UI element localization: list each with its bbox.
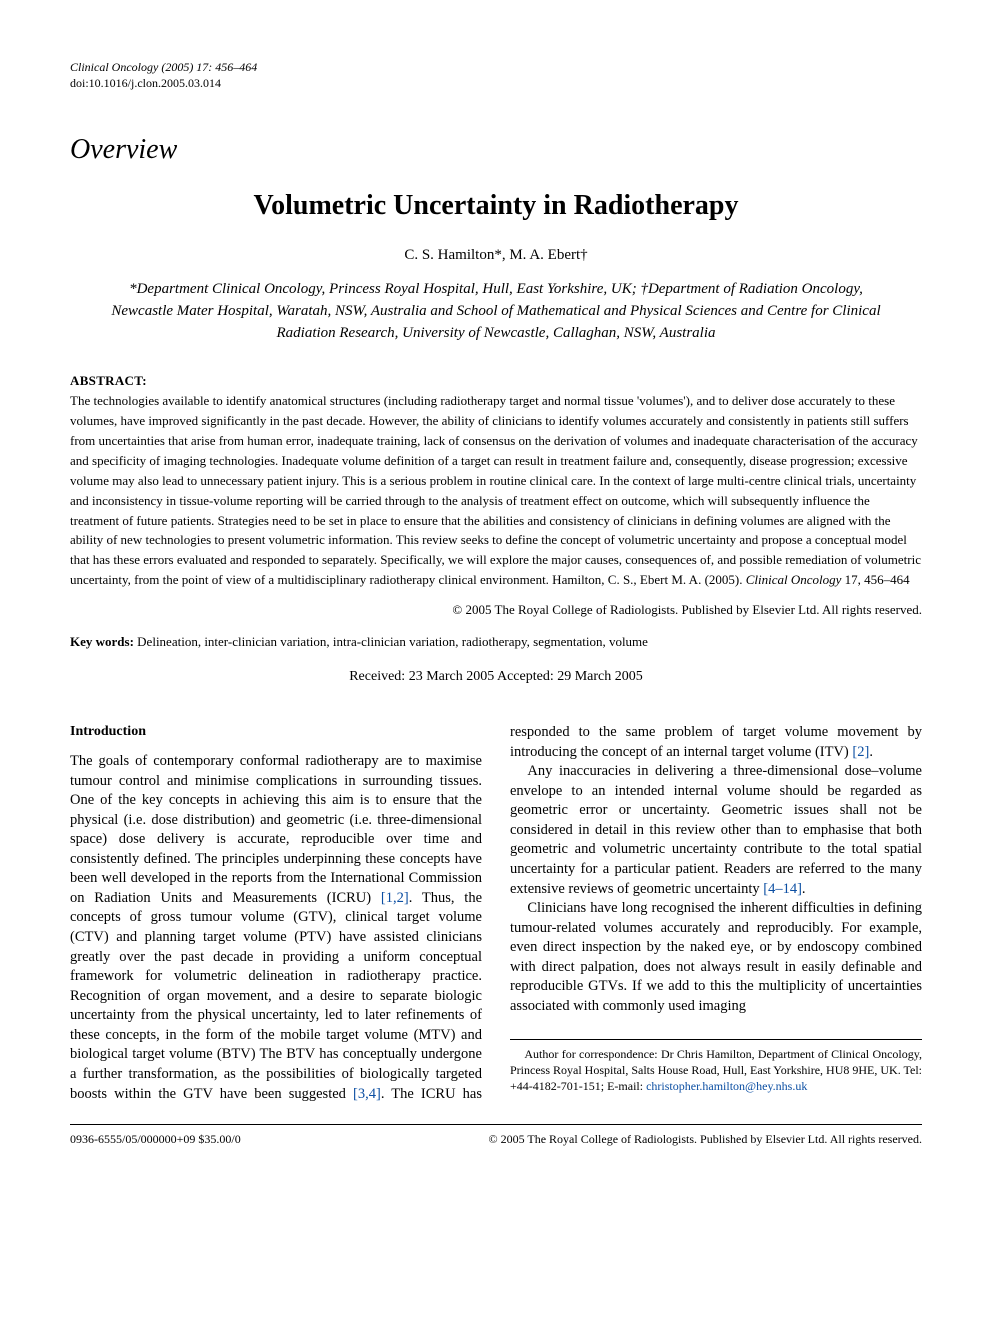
reference-link[interactable]: [1,2] — [381, 890, 409, 906]
received-date: 23 March 2005 — [409, 669, 495, 684]
footer-left: 0936-6555/05/000000+09 $35.00/0 — [70, 1131, 241, 1147]
journal-meta: Clinical Oncology (2005) 17: 456–464 doi… — [70, 60, 922, 91]
reference-link[interactable]: [3,4] — [353, 1086, 381, 1102]
received-label: Received: — [349, 669, 408, 684]
body-paragraph: Clinicians have long recognised the inhe… — [510, 899, 922, 1016]
accepted-label: Accepted: — [494, 669, 557, 684]
doi: doi:10.1016/j.clon.2005.03.014 — [70, 76, 922, 92]
introduction-heading: Introduction — [70, 723, 482, 742]
author-list: C. S. Hamilton*, M. A. Ebert† — [70, 245, 922, 265]
abstract-copyright: © 2005 The Royal College of Radiologists… — [70, 601, 922, 619]
abstract-heading: ABSTRACT: — [70, 373, 147, 388]
article-type-label: Overview — [70, 131, 922, 169]
article-dates: Received: 23 March 2005 Accepted: 29 Mar… — [70, 668, 922, 687]
abstract-self-citation-journal: Clinical Oncology — [746, 572, 842, 587]
footer-right: © 2005 The Royal College of Radiologists… — [488, 1131, 922, 1147]
abstract-text: The technologies available to identify a… — [70, 393, 921, 587]
affiliations: *Department Clinical Oncology, Princess … — [100, 279, 892, 344]
correspondence-footnote: Author for correspondence: Dr Chris Hami… — [510, 1039, 922, 1095]
keywords-label: Key words: — [70, 634, 134, 649]
reference-link[interactable]: [4–14] — [763, 881, 802, 897]
accepted-date: 29 March 2005 — [557, 669, 643, 684]
article-body: Introduction The goals of contemporary c… — [70, 723, 922, 1104]
keywords: Key words: Delineation, inter-clinician … — [70, 633, 922, 651]
correspondence-email[interactable]: christopher.hamilton@hey.nhs.uk — [646, 1079, 807, 1093]
page-footer: 0936-6555/05/000000+09 $35.00/0 © 2005 T… — [70, 1124, 922, 1147]
article-title: Volumetric Uncertainty in Radiotherapy — [70, 187, 922, 225]
journal-citation: Clinical Oncology (2005) 17: 456–464 — [70, 60, 922, 76]
body-paragraph: Any inaccuracies in delivering a three-d… — [510, 762, 922, 899]
reference-link[interactable]: [2] — [852, 744, 869, 760]
keywords-text: Delineation, inter-clinician variation, … — [134, 634, 648, 649]
abstract: ABSTRACT: The technologies available to … — [70, 372, 922, 591]
